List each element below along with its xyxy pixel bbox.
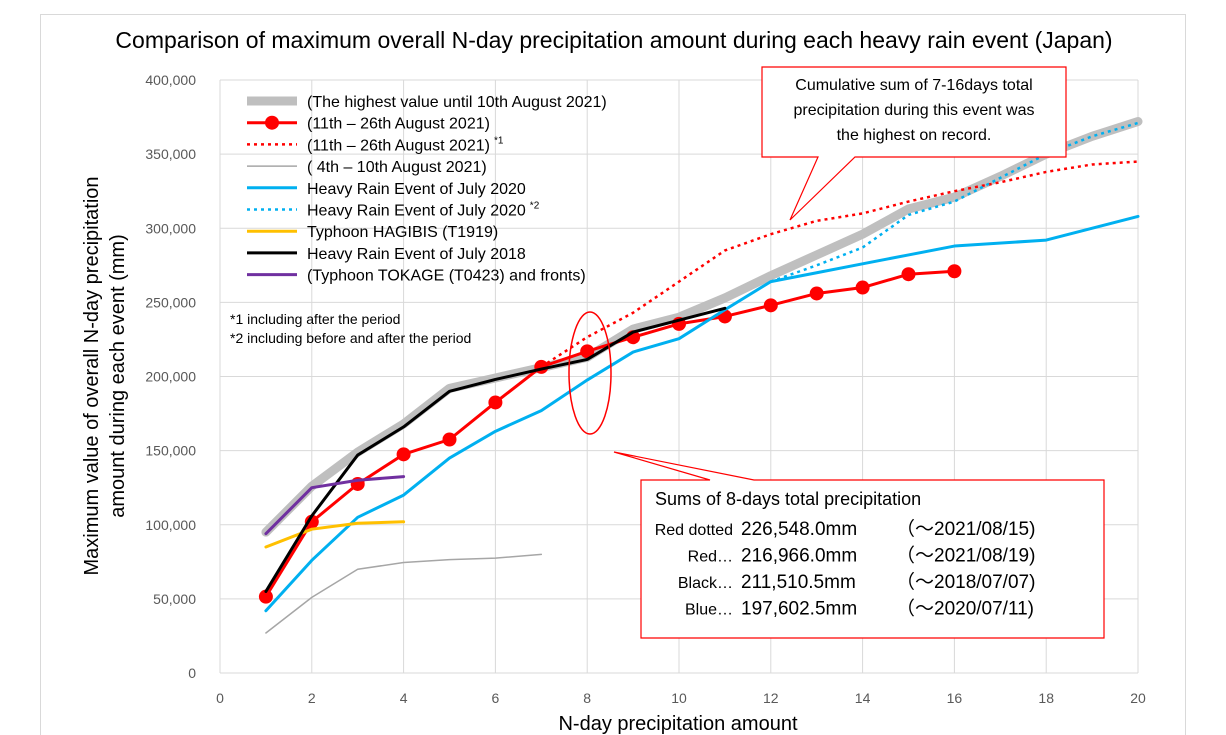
sums-row-label: Blue…	[685, 602, 733, 619]
series-marker	[258, 589, 273, 604]
legend-label-4: Heavy Rain Event of July 2020	[307, 181, 526, 198]
series-marker	[763, 298, 778, 313]
sums-row-value: 211,510.5mm	[741, 572, 856, 593]
y-axis-label-line2: amount during each event (mm)	[107, 234, 129, 517]
series-line-7	[264, 306, 727, 593]
callout-line-2: precipitation during this event was	[793, 102, 1034, 119]
legend-label-5: Heavy Rain Event of July 2020 *2	[307, 201, 540, 220]
series-line-2	[540, 160, 1139, 368]
series-marker	[580, 344, 595, 359]
x-tick-label: 14	[855, 690, 871, 706]
y-axis-label-line1: Maximum value of overall N-day precipita…	[81, 176, 103, 575]
record-callout: Cumulative sum of 7-16days total precipi…	[761, 66, 1067, 221]
legend-label-1: (11th – 26th August 2021)	[307, 116, 490, 133]
series-line-8	[264, 475, 406, 536]
series-line-4	[264, 214, 1140, 613]
series-marker	[947, 264, 962, 279]
x-tick-label: 4	[400, 690, 408, 706]
series-line-3	[265, 553, 543, 634]
x-tick-label: 16	[947, 690, 963, 706]
x-tick-label: 2	[308, 690, 316, 706]
sums-row-label: Red…	[688, 549, 733, 566]
sums-row-label: Red dotted	[655, 522, 733, 539]
sums-row-value: 226,548.0mm	[741, 519, 857, 540]
sums-row-date: （～2020/07/11)	[896, 598, 1034, 620]
sums-callout: Sums of 8-days total precipitation Red d…	[613, 451, 1105, 639]
legend-label-3: ( 4th – 10th August 2021)	[307, 159, 487, 176]
sums-row-label: Black…	[678, 575, 733, 592]
sums-row-date: （～2021/08/15)	[896, 518, 1035, 540]
tick-labels: 0 50,000 100,000 150,000 200,000 250,000 300,0…	[145, 72, 1146, 706]
highlight-ellipse	[568, 311, 612, 435]
y-tick-label: 150,000	[145, 443, 196, 459]
y-tick-label: 350,000	[145, 146, 196, 162]
sums-row-value: 197,602.5mm	[741, 599, 857, 620]
x-tick-label: 8	[583, 690, 591, 706]
x-tick-label: 12	[763, 690, 779, 706]
sums-row-value: 216,966.0mm	[741, 546, 857, 567]
series-line-0	[261, 117, 1143, 537]
note-1: *1 including after the period	[230, 311, 400, 327]
x-tick-label: 6	[492, 690, 500, 706]
callout-line-3: the highest on record.	[837, 127, 992, 144]
sums-heading: Sums of 8-days total precipitation	[655, 489, 921, 509]
series-marker	[901, 267, 916, 282]
legend-label-2: (11th – 26th August 2021) *1	[307, 135, 504, 154]
chart-frame	[40, 14, 1186, 735]
series-marker	[855, 280, 870, 295]
legend-marker	[265, 115, 279, 130]
note-2: *2 including before and after the period	[230, 330, 471, 346]
series-line-5	[770, 121, 1139, 283]
x-tick-label: 18	[1038, 690, 1054, 706]
sums-row-date: （～2018/07/07)	[896, 571, 1035, 593]
y-tick-label: 0	[188, 665, 196, 681]
legend-label-0: (The highest value until 10th August 202…	[307, 94, 607, 111]
callout-line-1: Cumulative sum of 7-16days total	[795, 77, 1032, 94]
x-tick-label: 10	[671, 690, 687, 706]
legend-label-8: (Typhoon TOKAGE (T0423) and fronts)	[307, 268, 586, 285]
series-marker	[488, 395, 503, 410]
x-tick-label: 0	[216, 690, 224, 706]
x-axis-label: N-day precipitation amount	[558, 713, 797, 735]
legend: (The highest value until 10th August 202…	[247, 94, 607, 285]
legend-label-6: Typhoon HAGIBIS (T1919)	[307, 224, 498, 241]
y-tick-label: 300,000	[145, 220, 196, 236]
y-tick-label: 400,000	[145, 72, 196, 88]
y-tick-label: 200,000	[145, 369, 196, 385]
series-marker	[396, 447, 411, 462]
legend-label-7: Heavy Rain Event of July 2018	[307, 246, 526, 263]
y-tick-label: 50,000	[153, 591, 196, 607]
y-tick-label: 100,000	[145, 517, 196, 533]
series-marker	[442, 432, 457, 447]
chart-title: Comparison of maximum overall N-day prec…	[115, 27, 1112, 53]
series-marker	[304, 514, 319, 529]
x-tick-label: 20	[1130, 690, 1146, 706]
series-marker	[809, 286, 824, 301]
sums-row-date: （～2021/08/19)	[896, 545, 1035, 567]
series-line-6	[264, 520, 406, 549]
series-lines	[258, 117, 1143, 634]
y-tick-label: 250,000	[145, 294, 196, 310]
